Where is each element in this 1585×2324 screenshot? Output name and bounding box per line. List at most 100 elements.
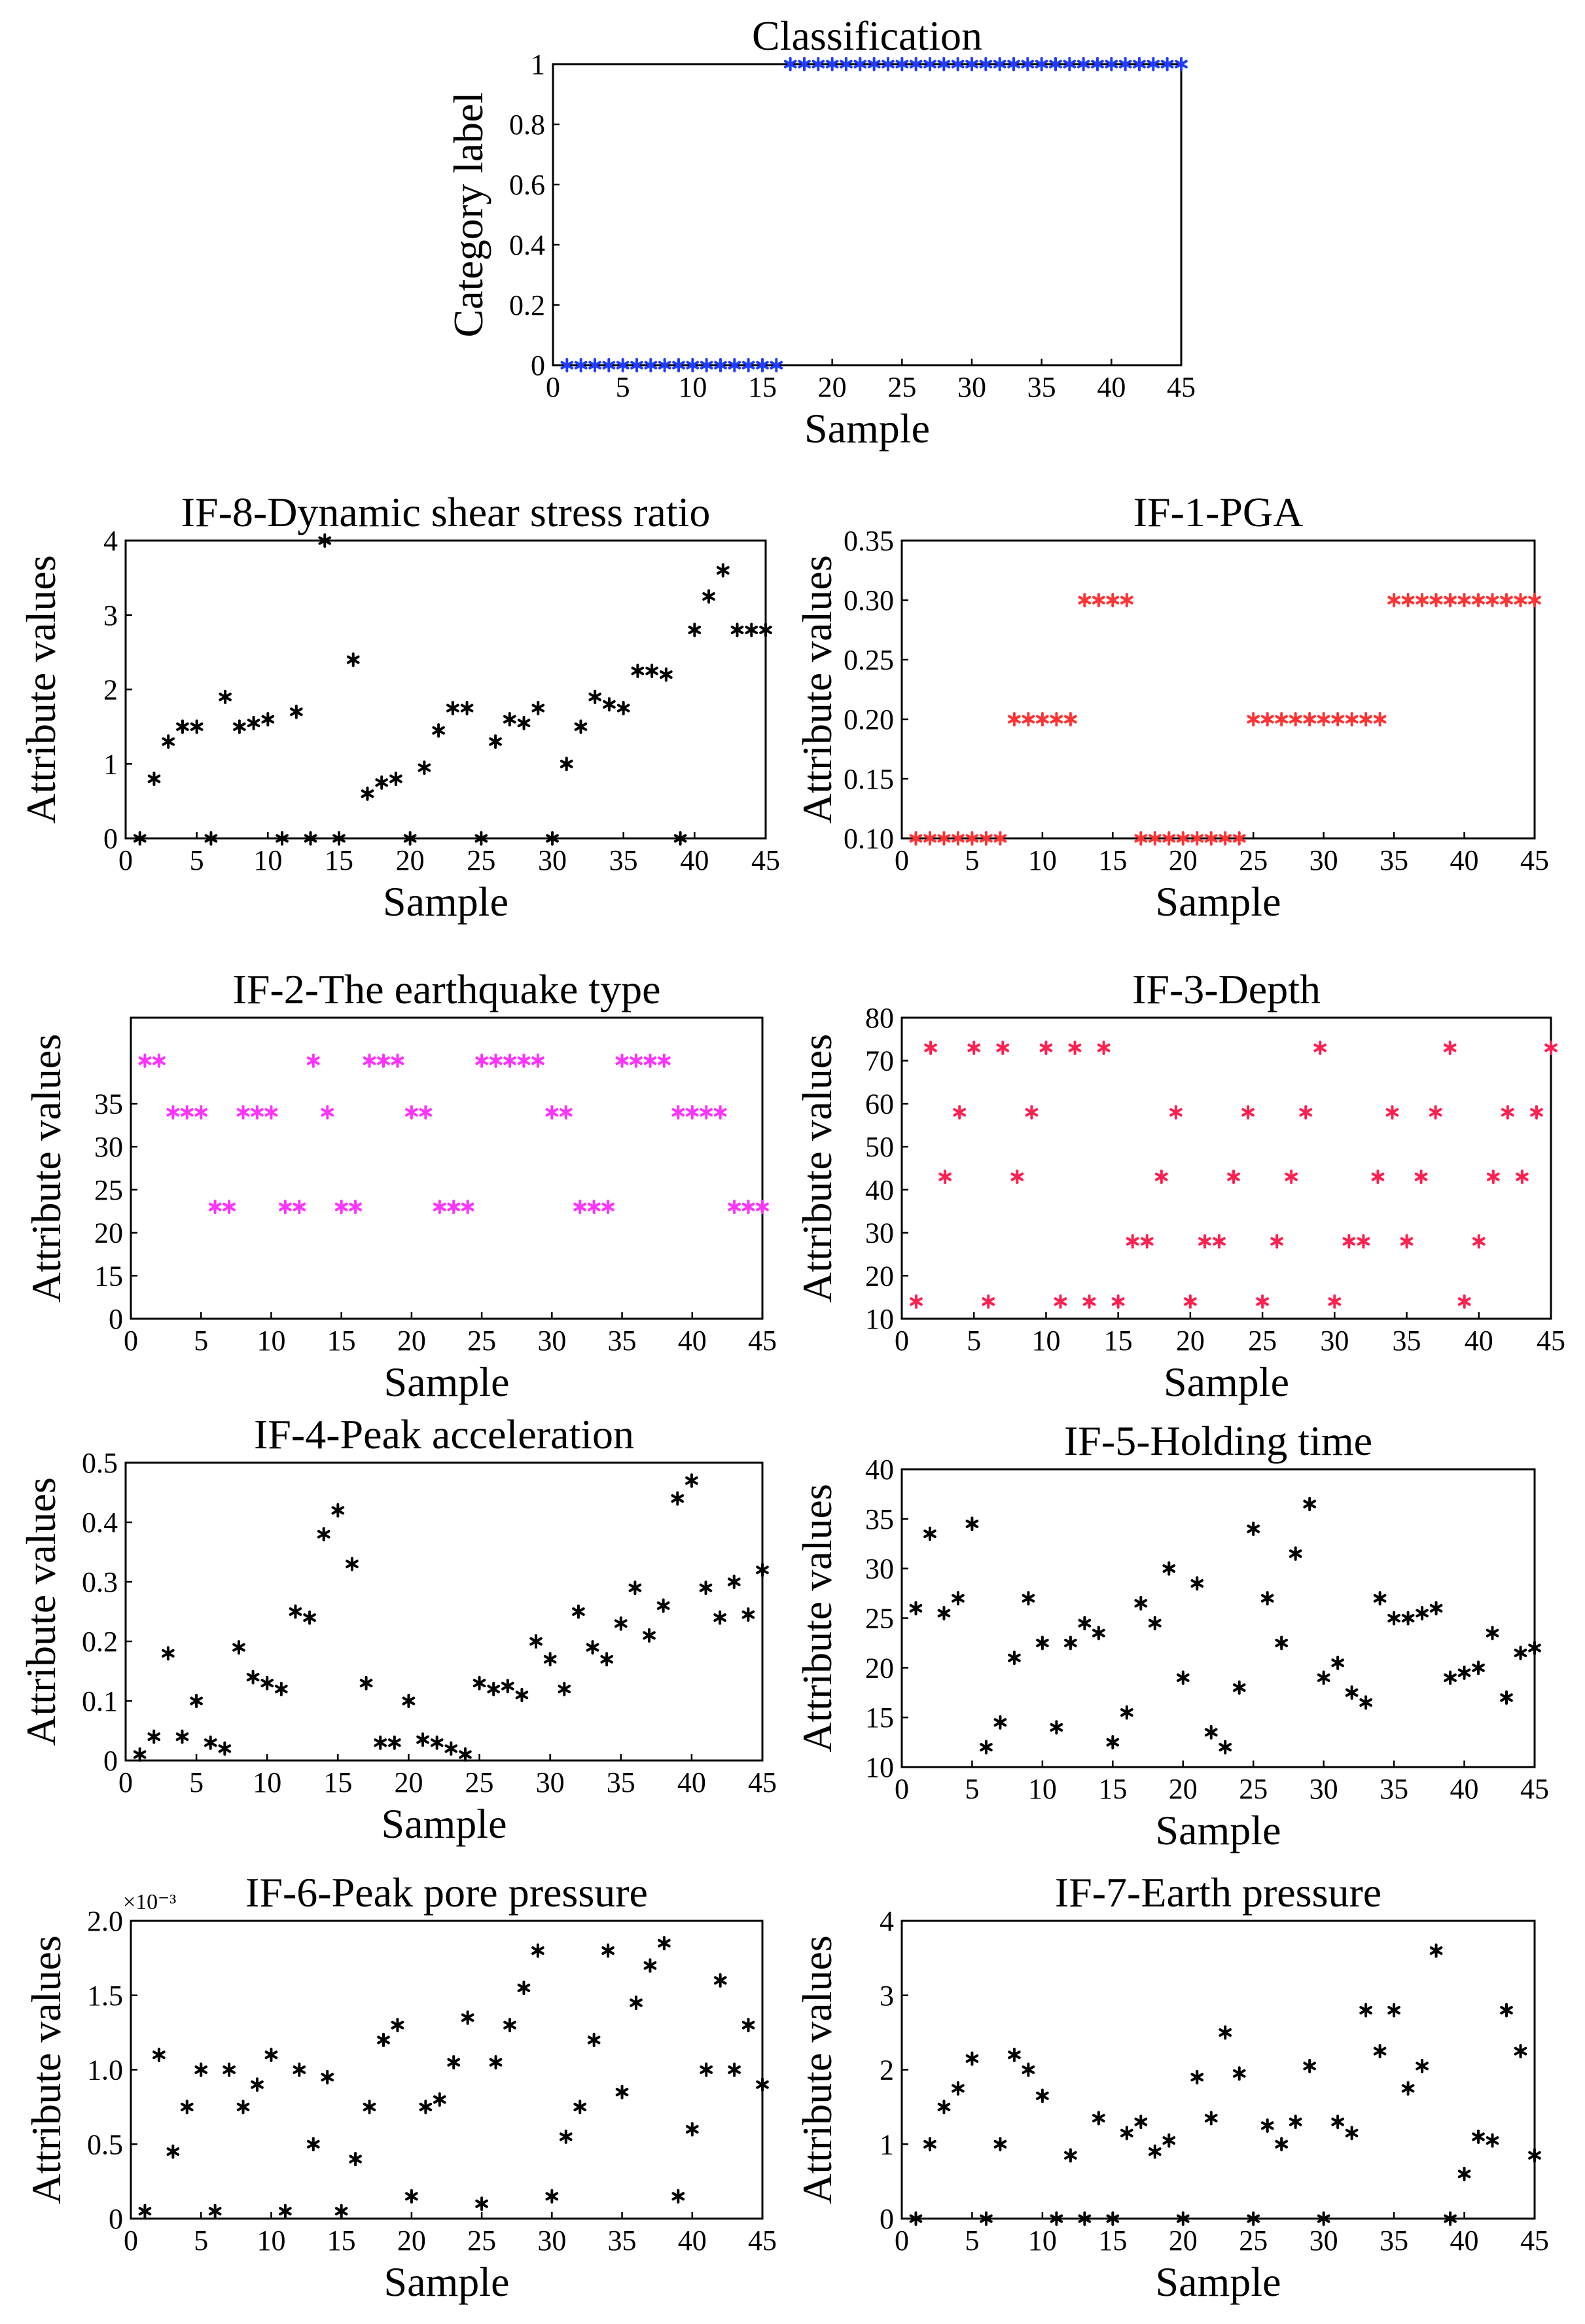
- if7-point: [1444, 2211, 1457, 2226]
- if6-point: [503, 2018, 516, 2033]
- chart-if3: IF-3-Depth Sample Attribute values 0 5 10 15 20…: [794, 966, 1565, 1405]
- if7-point: [1416, 2058, 1429, 2073]
- if7-xtick-label: 15: [1098, 2225, 1127, 2257]
- if4-point: [444, 1741, 458, 1756]
- if8-plot-frame: [124, 539, 767, 840]
- if3-ytick-label: 70: [865, 1045, 894, 1077]
- if8-point: [219, 689, 232, 704]
- if2-point: [489, 1053, 503, 1068]
- if4-xtick-label: 35: [607, 1766, 635, 1798]
- if4-point: [487, 1681, 500, 1696]
- if3-point: [1285, 1170, 1298, 1185]
- if2-point: [293, 1200, 306, 1215]
- if3-point: [1270, 1234, 1283, 1249]
- if7-point: [1359, 2003, 1372, 2018]
- if7-point: [1345, 2126, 1359, 2141]
- if2-point: [728, 1200, 741, 1215]
- classification-ytick-label: 0.4: [509, 229, 545, 261]
- if8-point: [603, 697, 616, 712]
- if5-point: [1036, 1636, 1049, 1651]
- classification-plot-frame: [552, 63, 1183, 366]
- if7-point: [1120, 2126, 1133, 2141]
- if1-point: [1120, 593, 1133, 607]
- if4-point: [614, 1616, 628, 1631]
- if5-xtick-label: 30: [1309, 1773, 1338, 1805]
- if4-point: [713, 1610, 726, 1625]
- if7-xtick-label: 25: [1239, 2225, 1268, 2257]
- if4-point: [727, 1575, 741, 1589]
- if3-ytick-label: 60: [865, 1088, 894, 1120]
- if2-point: [447, 1200, 461, 1215]
- if6-point: [264, 2047, 278, 2062]
- if3-point: [1256, 1294, 1269, 1309]
- if6-point: [630, 1995, 643, 2011]
- if6-point: [377, 2033, 390, 2047]
- classification-point: [825, 57, 839, 71]
- if5-point: [1345, 1685, 1359, 1700]
- if8-point: [474, 831, 488, 846]
- classification-point: [1160, 57, 1174, 71]
- if6-xtick-label: 25: [467, 2225, 496, 2257]
- if2-point: [756, 1200, 769, 1215]
- if7-point: [1457, 2166, 1471, 2181]
- classification-point: [1049, 57, 1062, 71]
- if7-point: [923, 2137, 936, 2152]
- if3-point: [1227, 1170, 1240, 1185]
- if4-ytick-label: 0.5: [82, 1447, 118, 1479]
- if1-point: [1219, 831, 1232, 846]
- if3-point: [1126, 1234, 1139, 1249]
- if5-point: [1303, 1497, 1316, 1512]
- if2-point: [334, 1200, 348, 1215]
- if2-point: [349, 1200, 362, 1215]
- classification-xtick-label: 40: [1097, 371, 1126, 403]
- if5-point: [1317, 1670, 1330, 1685]
- if8-point: [318, 533, 332, 548]
- if1-ylabel: Attribute values: [794, 555, 840, 824]
- if5-point: [1176, 1670, 1190, 1685]
- if5-point: [1022, 1591, 1035, 1606]
- if8-point: [233, 719, 246, 734]
- if5-point: [1232, 1680, 1246, 1695]
- if7-point: [1303, 2058, 1316, 2073]
- if2-xtick-label: 5: [194, 1325, 208, 1357]
- if5-point: [1064, 1636, 1077, 1651]
- if2-point: [475, 1053, 488, 1068]
- if8-point: [616, 700, 630, 715]
- if8-point: [276, 831, 289, 846]
- if5-point: [1219, 1740, 1232, 1755]
- classification-point: [965, 57, 978, 71]
- if7-xtick-label: 10: [1028, 2225, 1057, 2257]
- if1-point: [1064, 712, 1077, 726]
- if1-point: [1359, 712, 1372, 726]
- if5-point: [1401, 1611, 1415, 1626]
- if3-xtick-label: 45: [1537, 1325, 1565, 1357]
- if6-point: [152, 2047, 166, 2062]
- if6-point: [251, 2077, 264, 2092]
- if2-point: [685, 1105, 699, 1120]
- if6-point: [587, 2033, 601, 2047]
- if3-point: [1140, 1234, 1154, 1249]
- if1-point: [1008, 712, 1021, 726]
- if6-point: [756, 2077, 769, 2092]
- if6-xtick-label: 45: [748, 2225, 777, 2257]
- chart-if7: IF-7-Earth pressure Sample Attribute value…: [794, 1869, 1549, 2305]
- classification-xlabel: Sample: [804, 405, 930, 452]
- if5-xtick-label: 5: [965, 1773, 979, 1805]
- classification-xtick-label: 45: [1167, 371, 1196, 403]
- if2-point: [419, 1105, 433, 1120]
- if3-point: [924, 1041, 937, 1055]
- classification-xtick-label: 0: [546, 371, 560, 403]
- if1-point: [1401, 593, 1415, 607]
- if2-point: [517, 1053, 531, 1068]
- if4-xtick-label: 10: [253, 1766, 281, 1798]
- if5-point: [1247, 1522, 1260, 1536]
- if3-point: [1516, 1170, 1529, 1185]
- if2-xtick-label: 10: [257, 1325, 285, 1357]
- if3-ytick-label: 20: [865, 1260, 894, 1292]
- classification-point: [672, 358, 685, 372]
- if2-point: [306, 1053, 320, 1068]
- if6-point: [700, 2062, 713, 2077]
- if7-point: [1275, 2137, 1288, 2152]
- classification-xtick-label: 35: [1027, 371, 1056, 403]
- if3-point: [1328, 1294, 1342, 1309]
